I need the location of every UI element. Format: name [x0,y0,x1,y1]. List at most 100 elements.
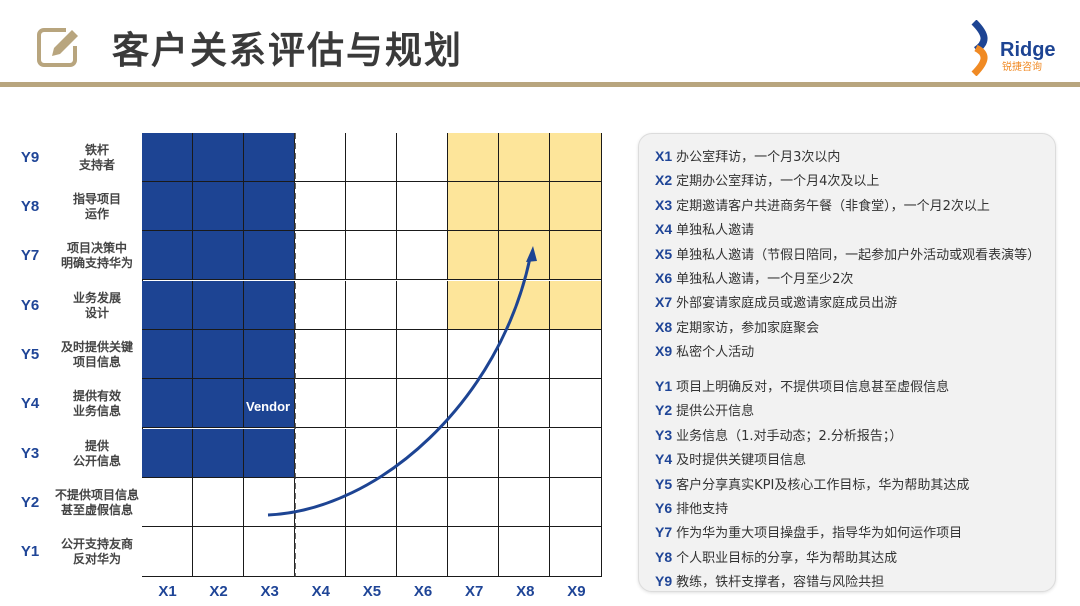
matrix-cell-x9-y8 [550,181,602,232]
matrix-cell-x5-y2 [345,477,398,528]
y-axis-label: Y9 [20,148,40,166]
matrix-cell-x6-y4 [397,379,449,429]
legend-text: 单独私人邀请（节假日陪同，一起参加户外活动或观看表演等） [676,247,1041,263]
y-level-description-line: 支持者 [78,157,115,172]
matrix-cell-x9-y7 [550,231,602,281]
y-level-description-line: 甚至虚假信息 [60,503,133,517]
matrix-cell-x1-y5 [141,329,193,380]
legend-text: 办公室拜访，一个月3次以内 [676,150,841,165]
y-axis-label: Y3 [20,444,40,462]
legend-text: 定期邀请客户共进商务午餐（非食堂），一个月2次以上 [676,198,990,214]
legend-text: 项目上明确反对，不提供项目信息甚至虚假信息 [676,380,950,395]
matrix-cell-x3-y1 [243,527,295,577]
matrix-cell-x3-y7 [243,231,295,281]
matrix-cell-x3-y5 [243,329,295,380]
legend-text: 个人职业目标的分享，华为帮助其达成 [676,550,898,566]
legend-text: 教练，铁杆支撑者，容错与风险共担 [676,575,885,591]
matrix-cell-x5-y3 [345,428,398,478]
matrix-cell-x9-y9 [550,132,602,182]
matrix-cell-x5-y4 [345,379,398,429]
legend-code: X9 [655,343,673,360]
header-divider [0,82,1080,87]
matrix-cell-x3-y2 [243,477,295,528]
legend-text: 定期家访，参加家庭聚会 [676,320,820,336]
y-axis-label: Y1 [20,543,40,561]
vendor-label: Vendor [246,399,291,414]
y-axis-label: Y6 [20,296,40,314]
matrix-cell-x4-y8 [294,181,346,232]
matrix-cell-x3-y6 [243,280,295,330]
legend-code: Y9 [655,573,673,590]
legend-code: Y2 [655,402,673,419]
legend-code: Y7 [655,524,673,541]
matrix-cell-x9-y4 [550,379,602,429]
matrix-cell-x2-y6 [192,280,244,330]
y-level-description-line: 提供有效 [72,389,121,404]
matrix-cell-x5-y1 [345,527,398,577]
legend-code: X1 [655,148,673,164]
matrix-cell-x7-y1 [448,527,500,577]
y-level-description-line: 指导项目 [72,192,121,206]
y-axis-label: Y4 [20,395,40,413]
matrix-cell-x6-y6 [397,280,449,330]
legend-code: Y1 [655,378,673,394]
matrix-cell-x4-y5 [294,329,346,380]
matrix-cell-x7-y3 [448,428,500,478]
legend-item: X7 外部宴请家庭成员或邀请家庭成员出游 [655,292,897,311]
y-level-description: 铁杆 支持者 [50,143,144,173]
matrix-cell-x1-y8 [141,181,193,232]
matrix-cell-x8-y6 [499,280,551,330]
y-axis-label: Y5 [20,346,40,363]
y-level-description-line: 业务信息 [72,404,121,419]
matrix-cell-x2-y9 [192,132,244,182]
legend-text: 业务信息（1.对手动态；2.分析报告；） [676,428,903,444]
pencil-edit-icon [37,28,78,67]
legend-item: X4 单独私人邀请 [655,219,754,238]
legend-item: X5 单独私人邀请（节假日陪同，一起参加户外活动或观看表演等） [655,244,1040,263]
matrix-cell-x8-y2 [499,477,551,528]
matrix-cell-x5-y5 [345,329,398,380]
legend-code: X3 [655,196,673,213]
matrix-cell-x8-y9 [499,132,551,182]
y-level-description-line: 不提供项目信息 [54,488,139,502]
legend-code: Y8 [655,548,673,565]
legend-text: 作为华为重大项目操盘手，指导华为如何运作项目 [676,526,963,542]
matrix-cell-x6-y9 [397,132,449,182]
matrix-cell-x1-y1 [141,527,193,577]
matrix-cell-x2-y8 [192,181,244,232]
y-level-description: 指导项目 运作 [50,192,144,222]
matrix-cell-x2-y3 [192,428,244,478]
matrix-cell-x8-y1 [499,527,551,577]
matrix-cell-x1-y7 [141,231,193,281]
page-title: 客户关系评估与规划 [112,29,463,72]
legend-item: Y9 教练，铁杆支撑者，容错与风险共担 [655,571,884,590]
legend-item: Y5 客户分享真实KPI及核心工作目标，华为帮助其达成 [655,474,969,493]
y-level-description-line: 公开支持友商 [60,537,133,552]
y-level-description: 及时提供关键 项目信息 [50,340,144,370]
legend-text: 排他支持 [676,502,729,517]
legend-text: 单独私人邀请，一个月至少2次 [676,272,854,287]
matrix-cell-x5-y8 [345,181,398,232]
y-level-description-line: 反对华为 [72,552,121,567]
matrix-cell-x5-y7 [345,231,398,281]
y-level-description-line: 运作 [84,207,109,221]
y-level-description-line: 及时提供关键 [60,340,133,354]
legend-code: X5 [655,245,673,262]
y-axis-label: Y8 [20,198,40,215]
matrix-cell-x3-y3 [243,428,295,478]
legend-text: 及时提供关键项目信息 [676,453,807,469]
x-axis-label: X1 [158,583,177,600]
legend-code: X4 [655,221,673,238]
legend-text: 提供公开信息 [676,404,755,420]
legend-code: X6 [655,270,673,286]
matrix-cell-x5-y9 [345,132,398,182]
y-level-description: 提供 公开信息 [50,439,144,469]
y-level-description-line: 项目决策中 [66,241,127,256]
legend-code: X8 [655,318,673,335]
y-level-description-line: 铁杆 [84,142,109,157]
svg-text:锐捷咨询: 锐捷咨询 [1002,60,1042,73]
y-level-description: 提供有效 业务信息 [50,389,144,419]
matrix-cell-x6-y3 [397,428,449,478]
matrix-cell-x2-y4 [192,379,244,429]
legend-panel: X1 办公室拜访，一个月3次以内 X2 定期办公室拜访，一个月4次及以上 X3 定期邀请客… [638,133,1056,592]
